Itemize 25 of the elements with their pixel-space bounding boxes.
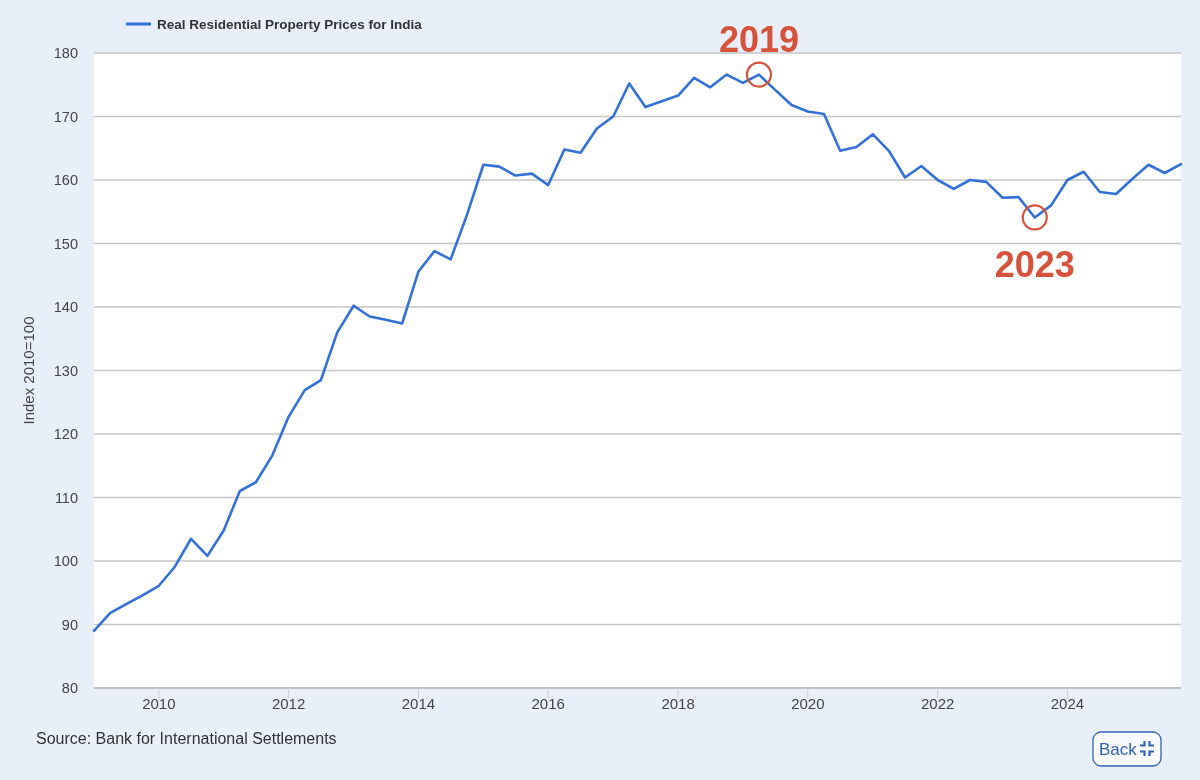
x-tick-label: 2018	[661, 695, 695, 712]
source-note: Source: Bank for International Settlements	[36, 730, 337, 747]
y-tick-label: 180	[53, 45, 78, 61]
x-tick-label: 2012	[271, 695, 306, 712]
y-tick-label: 160	[53, 172, 78, 188]
annotation: 2023	[994, 244, 1075, 286]
y-tick-label: 90	[61, 616, 78, 633]
x-tick-label: 2020	[791, 695, 825, 712]
y-tick-label: 80	[61, 680, 78, 696]
x-tick-label: 2014	[401, 695, 436, 712]
back-button: Back	[1092, 731, 1162, 767]
y-tick-label: 150	[53, 235, 78, 252]
x-tick-label: 2016	[531, 695, 565, 712]
y-tick-label: 120	[53, 426, 78, 442]
x-tick-label: 2010	[142, 695, 176, 712]
annotation: 2019	[718, 18, 800, 60]
y-axis-title: Index 2010=100	[20, 316, 37, 425]
y-tick-label: 170	[53, 108, 78, 125]
y-tick-label: 100	[53, 553, 78, 569]
x-tick-label: 2024	[1050, 695, 1085, 712]
y-tick-label: 140	[53, 299, 78, 315]
y-tick-label: 110	[54, 489, 78, 506]
x-tick-label: 2022	[921, 695, 955, 712]
legend-label: Real Residential Property Prices for India	[157, 17, 423, 32]
y-tick-label: 130	[53, 362, 78, 379]
